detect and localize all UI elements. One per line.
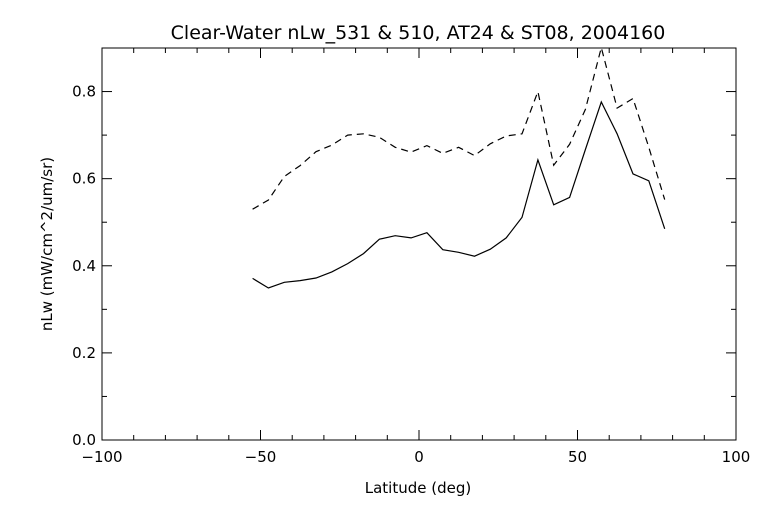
- plot-area-frame: [101, 47, 737, 441]
- x-tick-label: 0: [414, 448, 424, 466]
- series-layer: [252, 45, 666, 289]
- y-axis-title: nLw (mW/cm^2/um/sr): [38, 157, 56, 331]
- x-tick-label: −100: [81, 448, 122, 466]
- y-tick-label: 0.2: [72, 344, 96, 362]
- y-tick-label: 0.8: [72, 83, 96, 101]
- series-dashed-line: [252, 45, 666, 210]
- axis-ticks: −100 −50 0 50 100 0.0 0.2 0.4 0.6 0.8: [72, 47, 751, 466]
- y-tick-label: 0.6: [72, 170, 96, 188]
- x-axis-title: Latitude (deg): [365, 479, 471, 497]
- x-tick-label: 100: [722, 448, 751, 466]
- x-tick-label: −50: [245, 448, 277, 466]
- chart-title: Clear-Water nLw_531 & 510, AT24 & ST08, …: [171, 22, 666, 44]
- y-tick-label: 0.4: [72, 257, 96, 275]
- x-tick-label: 50: [568, 448, 587, 466]
- y-tick-label: 0.0: [72, 431, 96, 449]
- series-solid-line: [252, 100, 666, 289]
